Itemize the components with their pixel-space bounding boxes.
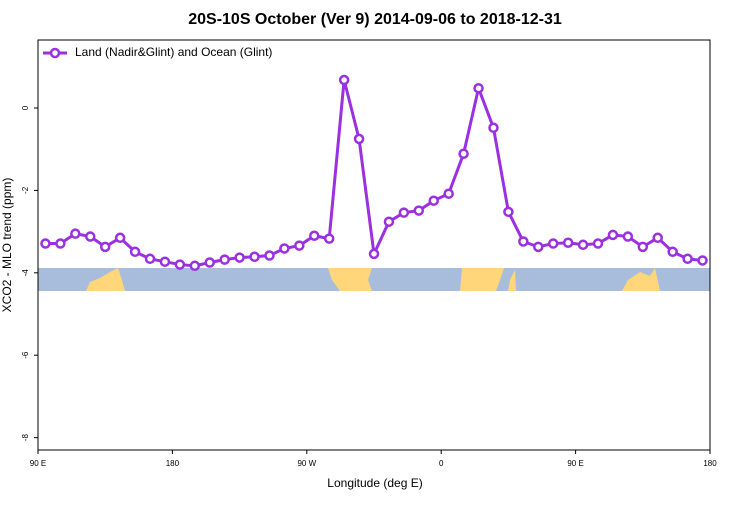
y-tick-label: -2 (21, 186, 30, 194)
point (667, 246, 678, 258)
land (622, 268, 660, 291)
point (294, 240, 305, 251)
series-line (45, 79, 703, 268)
x-tick-label: 90 E (567, 459, 583, 468)
land (460, 268, 504, 291)
point (473, 82, 484, 94)
point (309, 230, 320, 241)
point (458, 148, 469, 159)
y-axis-label: XCO2 - MLO trend (ppm) (0, 178, 14, 313)
point (129, 246, 141, 258)
point (40, 238, 51, 249)
x-tick-label: 90 W (297, 459, 316, 468)
y-tick-label: -6 (21, 351, 30, 359)
point (518, 236, 529, 247)
point (353, 133, 365, 145)
point (697, 255, 708, 266)
point (488, 122, 499, 134)
point (443, 188, 454, 199)
x-tick-label: 90 E (30, 459, 46, 468)
land (328, 268, 372, 291)
y-tick-label: 0 (21, 105, 30, 110)
point (249, 251, 260, 262)
point (338, 74, 350, 86)
point (562, 237, 574, 248)
point (428, 195, 439, 206)
point (114, 232, 126, 244)
point (204, 257, 215, 268)
point (547, 238, 559, 249)
point (652, 232, 663, 244)
x-axis-label: Longitude (deg E) (327, 476, 422, 490)
point (622, 231, 634, 242)
point (592, 238, 604, 249)
point (55, 238, 66, 249)
point (607, 229, 619, 241)
x-tick-label: 0 (439, 459, 444, 468)
point (219, 254, 230, 265)
point (99, 241, 111, 253)
legend-label: Land (Nadir&Glint) and Ocean (Glint) (75, 45, 272, 59)
ocean-strip (38, 268, 710, 291)
point (368, 248, 380, 260)
point (189, 260, 201, 272)
point (323, 233, 335, 244)
chart-title: 20S-10S October (Ver 9) 2014-09-06 to 20… (188, 11, 562, 28)
point (144, 253, 156, 265)
point (85, 231, 96, 242)
point (234, 252, 245, 263)
point (533, 241, 544, 253)
point (159, 256, 171, 267)
y-tick-label: -4 (21, 269, 30, 277)
point (413, 205, 425, 216)
point (174, 259, 186, 270)
point (398, 207, 410, 218)
point (279, 243, 290, 254)
land (508, 270, 516, 291)
x-tick-label: 180 (166, 459, 180, 468)
point (577, 239, 589, 251)
point (264, 250, 275, 261)
map-strip (38, 268, 710, 291)
point (70, 228, 81, 239)
point (682, 253, 693, 265)
legend-marker (49, 47, 61, 59)
point (637, 241, 649, 253)
x-tick-label: 180 (703, 459, 717, 468)
point (383, 216, 395, 227)
y-tick-label: -8 (21, 434, 30, 442)
plot-frame (37, 39, 711, 451)
point (503, 206, 514, 218)
land (86, 268, 125, 291)
